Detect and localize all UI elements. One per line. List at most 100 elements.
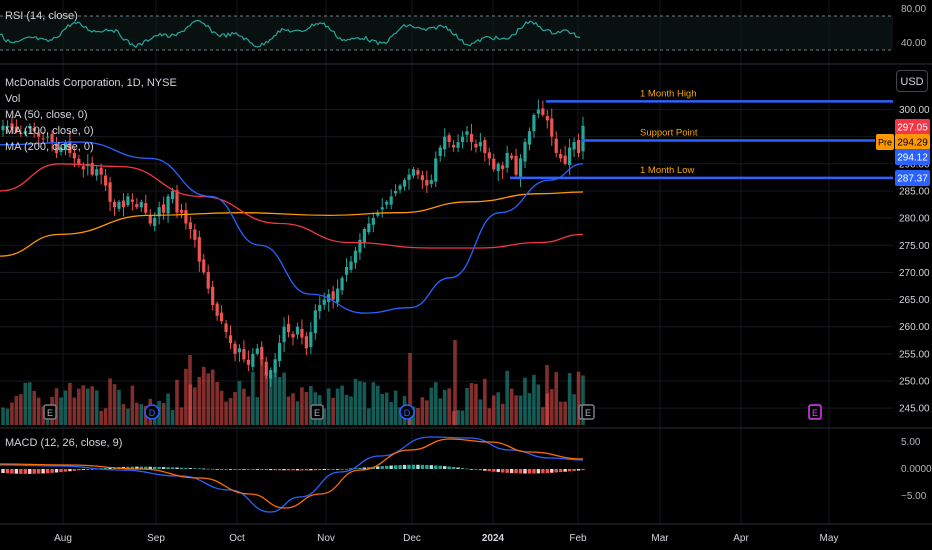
macd-tick-0: 0.0000 xyxy=(901,464,932,475)
candle-body xyxy=(550,118,554,137)
macd-hist-bar xyxy=(532,469,536,474)
ma50-line xyxy=(0,141,584,314)
level-lines[interactable]: 1 Month High Support Point 1 Month Low xyxy=(510,88,893,180)
volume-bar xyxy=(362,382,367,425)
currency-button[interactable]: USD xyxy=(896,70,928,92)
macd-hist-bar xyxy=(447,466,451,469)
macd-hist-bar xyxy=(28,469,32,474)
candle-body xyxy=(411,169,416,176)
macd-hist-bar xyxy=(407,464,411,469)
candle-body xyxy=(54,143,59,153)
volume-bar xyxy=(514,395,518,425)
macd-hist-bar xyxy=(77,469,81,471)
candle-body xyxy=(5,125,10,128)
volume-bar xyxy=(251,371,255,425)
volume-bar xyxy=(483,378,487,425)
macd-hist-bar xyxy=(68,469,72,472)
macd-hist-bar xyxy=(291,469,295,471)
event-marker-label: E xyxy=(812,408,818,418)
candle-body xyxy=(50,133,54,143)
level-label: 1 Month High xyxy=(640,88,697,99)
volume-bar xyxy=(474,383,478,425)
earnings-marker[interactable] xyxy=(581,404,595,420)
volume-bar xyxy=(549,389,554,425)
volume-bar xyxy=(59,397,63,425)
candle-body xyxy=(483,140,487,153)
volume-bar xyxy=(408,353,412,425)
price-badge-label: 294.29 xyxy=(897,138,928,149)
candle-body xyxy=(501,165,505,170)
rsi-band xyxy=(0,16,893,50)
time-axis[interactable]: Aug Sep Oct Nov Dec 2024 Feb Mar Apr May xyxy=(54,533,838,544)
volume-bar xyxy=(465,388,469,425)
volume-bar xyxy=(139,404,144,425)
volume-bar xyxy=(567,373,572,425)
price-badge xyxy=(895,170,930,186)
macd-hist-bar xyxy=(264,469,268,471)
candle-body xyxy=(420,175,424,181)
earnings-marker[interactable] xyxy=(808,404,822,420)
volume-bar xyxy=(175,379,179,425)
macd-hist-bar xyxy=(420,464,425,469)
macd-hist-bar xyxy=(362,467,367,469)
time-tick-label: 2024 xyxy=(482,533,505,544)
earnings-marker[interactable] xyxy=(43,404,57,420)
candle-body xyxy=(148,215,152,224)
volume-bar xyxy=(523,377,527,425)
volume-bar xyxy=(197,376,202,425)
macd-hist-bar xyxy=(416,464,420,469)
time-tick-label: May xyxy=(820,533,839,544)
volume-bar xyxy=(532,374,536,425)
macd-hist-bar xyxy=(36,469,41,474)
candle-body xyxy=(331,291,335,300)
volume-bar xyxy=(295,401,300,425)
candle-body xyxy=(313,310,317,334)
candle-body xyxy=(264,361,268,376)
macd-hist-bar xyxy=(45,469,50,474)
candle-body xyxy=(139,201,143,208)
price-tick-label: 265.00 xyxy=(899,295,930,306)
macd-hist-bar xyxy=(1,469,5,473)
candle-body xyxy=(228,335,233,343)
volume-bar xyxy=(491,395,496,425)
macd-hist-bar xyxy=(456,467,460,469)
pre-tag xyxy=(876,134,894,150)
candle-body xyxy=(260,346,264,360)
candle-body xyxy=(353,250,358,263)
earnings-marker[interactable] xyxy=(310,404,324,420)
candle-body xyxy=(447,135,451,143)
volume-bar xyxy=(166,393,170,425)
macd-hist-bar xyxy=(286,469,291,471)
candle-body xyxy=(130,199,134,202)
volume-bar xyxy=(121,404,126,425)
macd-hist-bar xyxy=(273,469,277,471)
rsi-pane[interactable]: RSI (14, close) 80.00 40.00 xyxy=(0,4,926,51)
candle-body xyxy=(291,334,295,338)
candle-body xyxy=(465,131,469,135)
volume-bar xyxy=(126,408,130,425)
macd-hist-bar xyxy=(219,469,224,470)
dividend-marker[interactable] xyxy=(399,404,415,420)
volume-bar xyxy=(460,410,465,425)
candle-body xyxy=(456,142,460,148)
volume-bar xyxy=(331,397,335,425)
volume-bar xyxy=(161,402,166,425)
volume-bar xyxy=(563,401,567,425)
macd-hist-bar xyxy=(10,469,14,474)
candle-body xyxy=(104,175,108,186)
macd-hist-bar xyxy=(313,469,318,471)
candle-body xyxy=(559,153,563,159)
candle-body xyxy=(63,142,68,151)
candle-body xyxy=(452,144,456,148)
macd-pane[interactable]: MACD (12, 26, close, 9) 5.00 0.0000 −5.0… xyxy=(0,436,932,513)
macd-hist-bar xyxy=(483,469,487,471)
event-markers[interactable]: EDEDEEE xyxy=(43,404,822,420)
price-pane[interactable]: 1 Month High Support Point 1 Month Low E D E… xyxy=(0,88,893,425)
volume-bar xyxy=(184,368,188,425)
volume-bar xyxy=(291,393,295,425)
volume-bar xyxy=(5,408,10,425)
dividend-marker[interactable] xyxy=(144,404,160,420)
macd-hist-bar xyxy=(393,465,398,469)
macd-hist-bar xyxy=(429,465,434,469)
